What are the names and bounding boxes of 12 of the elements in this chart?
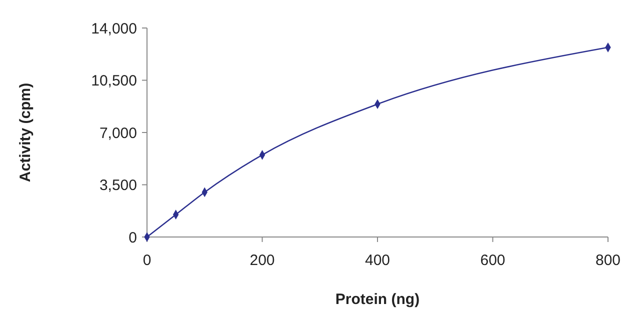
y-tick-label: 7,000 [99, 124, 137, 142]
y-tick-label: 10,500 [91, 72, 137, 90]
y-tick-label: 14,000 [91, 20, 137, 38]
x-axis-title: Protein (ng) [335, 291, 420, 308]
x-tick-label: 400 [364, 252, 390, 269]
y-tick-label: 3,500 [99, 177, 137, 194]
x-tick-label: 800 [595, 252, 621, 269]
x-tick-label: 200 [250, 252, 275, 269]
y-axis-title: Activity (cpm) [17, 82, 34, 182]
x-tick-label: 600 [480, 252, 506, 269]
y-tick-label: 0 [128, 229, 137, 246]
x-tick-label: 0 [142, 252, 152, 269]
